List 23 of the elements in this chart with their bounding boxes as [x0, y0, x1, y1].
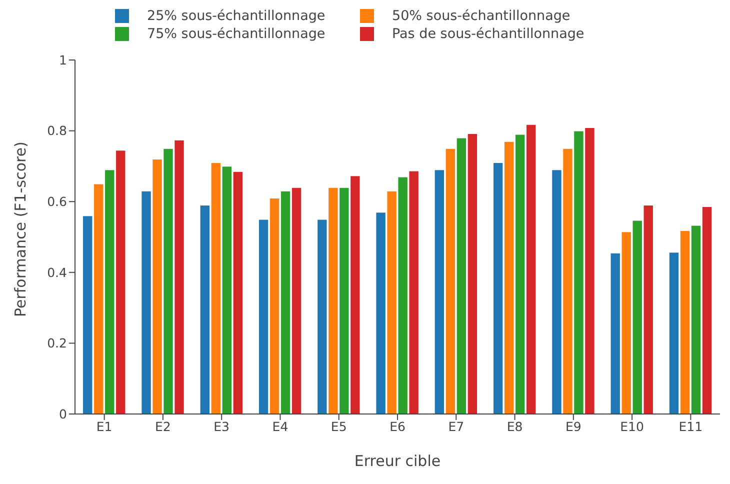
legend-label: 75% sous-échantillonnage: [147, 26, 326, 42]
legend-label: Pas de sous-échantillonnage: [392, 26, 584, 42]
legend-label: 25% sous-échantillonnage: [147, 8, 326, 24]
x-tick-label: E9: [565, 418, 582, 434]
y-axis-title: Performance (F1-score): [11, 142, 30, 317]
y-tick-label: 0.6: [47, 194, 68, 210]
y-tick-label: 0.4: [47, 264, 68, 280]
x-tick-label: E10: [620, 418, 644, 434]
x-tick-label: E3: [214, 418, 230, 434]
x-tick-label: E11: [678, 418, 703, 434]
x-tick-label: E1: [96, 418, 112, 434]
x-tick-label: E6: [390, 418, 406, 434]
x-tick-label: E8: [506, 418, 523, 434]
y-tick-label: 0.2: [47, 336, 67, 351]
x-tick-label: E2: [155, 418, 171, 434]
legend-label: 50% sous-échantillonnage: [392, 8, 570, 24]
y-tick-label: 0: [59, 406, 68, 422]
y-tick-label: 0.8: [47, 123, 68, 138]
x-tick-label: E4: [272, 418, 288, 434]
x-axis-title: Erreur cible: [354, 452, 441, 470]
x-tick-label: E5: [330, 418, 347, 434]
y-tick-label: 1: [59, 52, 67, 68]
x-tick-label: E7: [448, 418, 464, 434]
